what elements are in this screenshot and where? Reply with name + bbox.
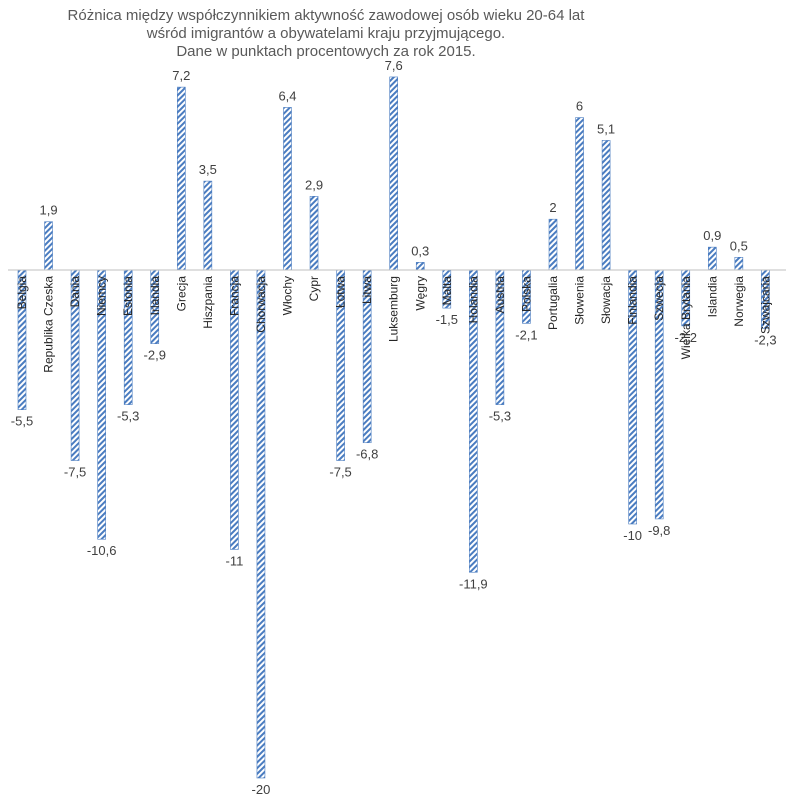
data-label: -5,3: [489, 409, 511, 424]
data-label: -5,3: [117, 409, 139, 424]
category-label: Litwa: [360, 276, 374, 304]
data-label: -2,1: [515, 327, 537, 342]
chart-title-line: wśród imigrantów a obywatelami kraju prz…: [146, 25, 505, 42]
category-label: Słowenia: [573, 276, 587, 325]
category-label: Holandia: [466, 276, 480, 324]
category-label: Belgia: [15, 276, 29, 310]
category-label: Słowacja: [599, 276, 613, 324]
data-label: -10: [623, 528, 642, 543]
data-label: -9,8: [648, 523, 670, 538]
category-label: Szwajcaria: [758, 276, 772, 334]
data-label: -2,9: [144, 348, 166, 363]
data-labels: -5,5 1,9 -7,5 -10,6 -5,3 -2,9 7,2 3,5 -11 -20 6,4 2…: [11, 58, 777, 797]
data-label: 0,5: [730, 238, 748, 253]
category-label: Francja: [227, 276, 241, 316]
category-label: Republika Czeska: [42, 276, 56, 373]
data-label: -6,8: [356, 447, 378, 462]
category-label: Węgry: [413, 276, 427, 311]
category-label: Niemcy: [95, 276, 109, 316]
category-label: Chorwacja: [254, 276, 268, 333]
bar: [389, 76, 399, 271]
chart-title-line: Dane w punktach procentowych za rok 2015…: [176, 43, 475, 60]
category-label: Malta: [440, 276, 454, 306]
category-label: Finlandia: [626, 276, 640, 325]
data-label: 0,3: [411, 243, 429, 258]
category-label: Luksemburg: [387, 276, 401, 342]
category-label: Polska: [519, 276, 533, 312]
data-label: 2: [549, 200, 556, 215]
bar: [44, 221, 53, 271]
category-label: Włochy: [281, 276, 295, 315]
bar: [548, 218, 558, 271]
bar: [203, 180, 213, 271]
bar: [575, 117, 584, 271]
data-label: 2,9: [305, 177, 323, 192]
category-label: Dania: [68, 276, 82, 308]
bar: [707, 246, 717, 271]
bars: [17, 76, 770, 779]
category-label: Wielka Brytania: [679, 276, 693, 360]
data-label: -1,5: [436, 312, 458, 327]
category-label: Austria: [493, 276, 507, 314]
category-labels: Belgia Republika Czeska Dania Niemcy Estonia…: [15, 276, 772, 373]
data-label: -2,2: [675, 330, 697, 345]
category-label: Cypr: [307, 276, 321, 301]
data-label: -7,5: [64, 465, 86, 480]
data-label: 1,9: [40, 203, 58, 218]
data-label: -7,5: [329, 465, 351, 480]
category-label: Estonia: [121, 276, 135, 316]
chart-title: Różnica między współczynnikiem aktywność…: [68, 7, 586, 60]
category-label: Norwegia: [732, 276, 746, 327]
data-label: -10,6: [87, 543, 117, 558]
data-label: -11,9: [459, 576, 488, 591]
category-label: Łotwa: [334, 276, 348, 308]
category-label: Grecja: [174, 276, 188, 312]
bar: [309, 196, 319, 271]
category-label: Szwecja: [652, 276, 666, 321]
bar: [734, 256, 744, 271]
category-label: Portugalia: [546, 276, 560, 330]
bar: [415, 262, 425, 271]
category-label: Hiszpania: [201, 276, 215, 329]
bar: [601, 140, 611, 271]
data-label: -5,5: [11, 414, 33, 429]
data-label: -20: [252, 782, 271, 797]
data-label: 7,6: [385, 58, 403, 73]
category-label: Islandia: [705, 276, 719, 318]
data-label: -2,3: [754, 332, 776, 347]
data-label: 0,9: [703, 228, 721, 243]
data-label: 7,2: [172, 68, 190, 83]
bar: [283, 107, 292, 271]
data-label: 3,5: [199, 162, 217, 177]
category-label: Irlandia: [148, 276, 162, 316]
data-label: 6,4: [278, 88, 296, 103]
chart-title-line: Różnica między współczynnikiem aktywność…: [68, 7, 586, 24]
bar: [256, 269, 266, 779]
data-label: 6: [576, 99, 583, 114]
bar: [177, 86, 186, 271]
data-label: -11: [225, 553, 243, 568]
data-label: 5,1: [597, 121, 615, 136]
